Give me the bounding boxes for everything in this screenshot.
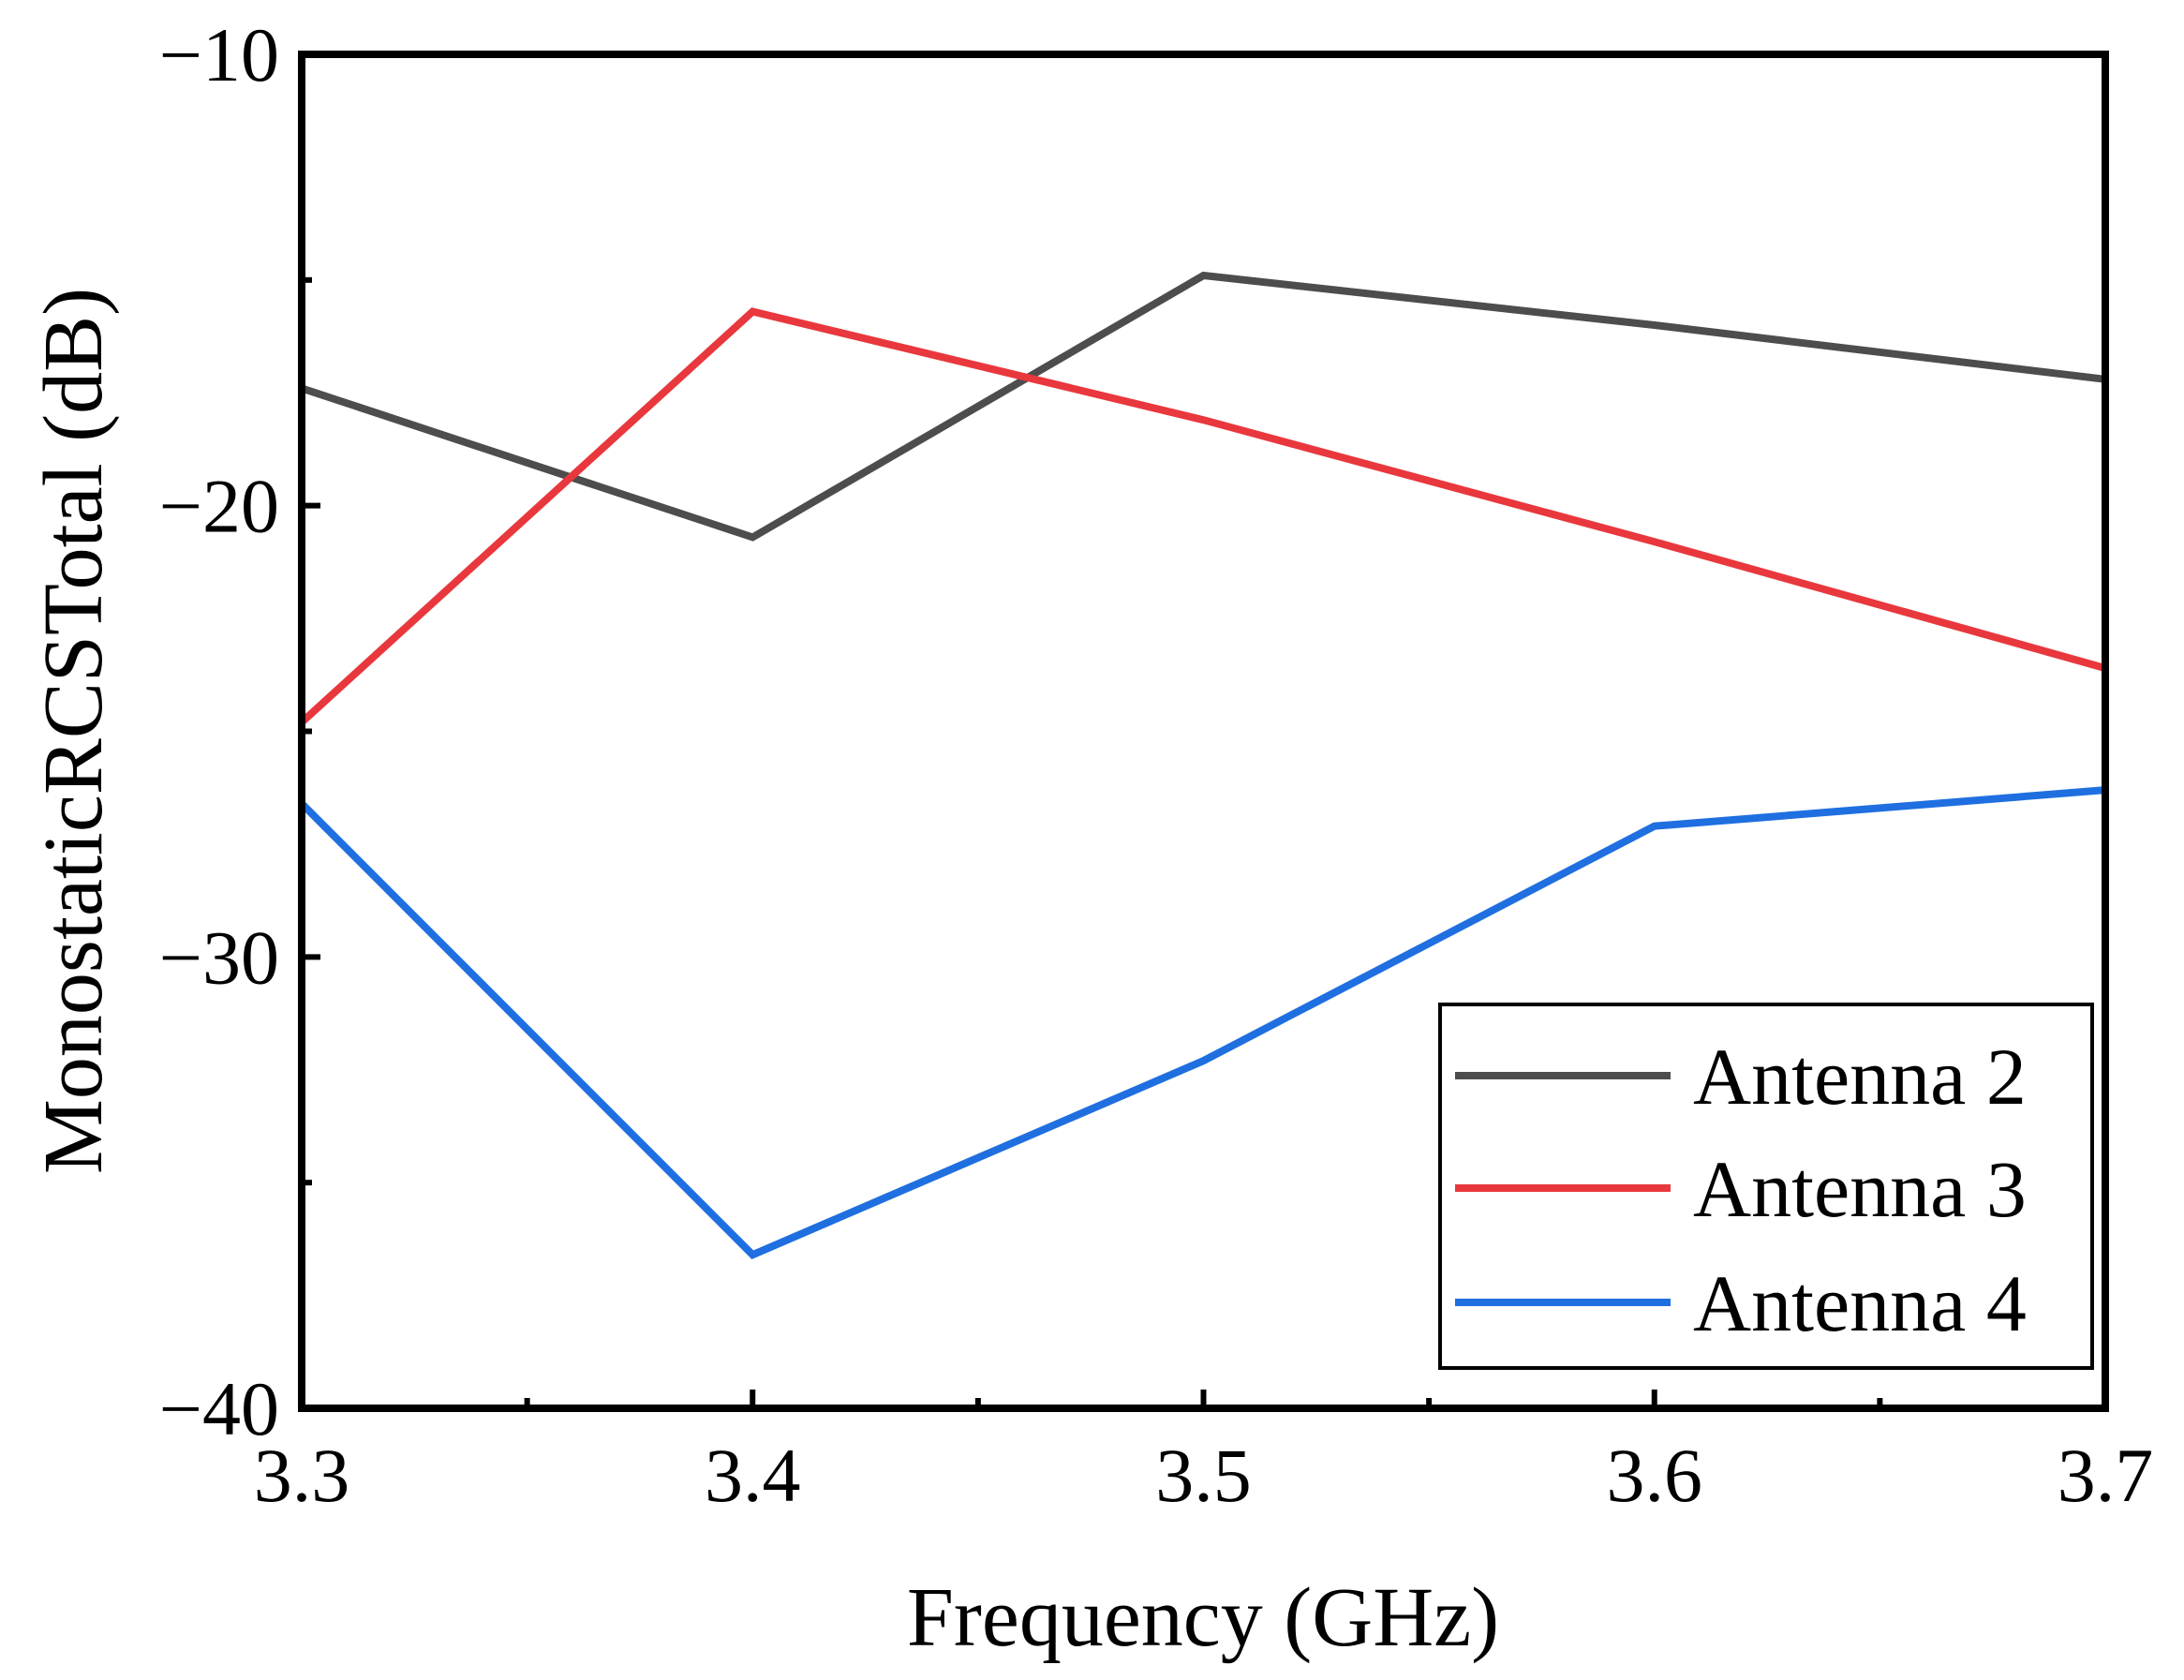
tick-labels-layer: 3.3 3.4 3.5 3.6 3.7 −10 −20 −30 −40 [159, 12, 2154, 1518]
y-tick-label: −20 [159, 464, 279, 549]
series-line-antenna-2 [300, 271, 2106, 542]
y-tick-label: −40 [159, 1366, 279, 1451]
series-line-antenna-3 [299, 307, 2107, 725]
legend-label: Antenna 2 [1693, 1032, 2027, 1122]
x-tick-label: 3.6 [1607, 1433, 1703, 1518]
x-tick-label: 3.3 [254, 1433, 350, 1518]
x-tick-label: 3.4 [705, 1433, 801, 1518]
legend-label: Antenna 3 [1693, 1144, 2027, 1234]
series-layer [299, 271, 2107, 1259]
y-tick-label: −30 [159, 914, 279, 1000]
series-line-antenna-4 [299, 786, 2106, 1259]
x-axis-title: Frequency (GHz) [907, 1571, 1499, 1664]
x-tick-label: 3.7 [2058, 1433, 2154, 1518]
plot-frame [298, 51, 2109, 1412]
legend-label: Antenna 4 [1693, 1258, 2027, 1348]
x-tick-label: 3.5 [1155, 1433, 1252, 1518]
legend: Antenna 2 Antenna 3 Antenna 4 [1438, 1003, 2094, 1370]
y-axis-title: MonostaticRCSTotal (dB) [27, 288, 120, 1174]
y-tick-label: −10 [159, 12, 279, 97]
